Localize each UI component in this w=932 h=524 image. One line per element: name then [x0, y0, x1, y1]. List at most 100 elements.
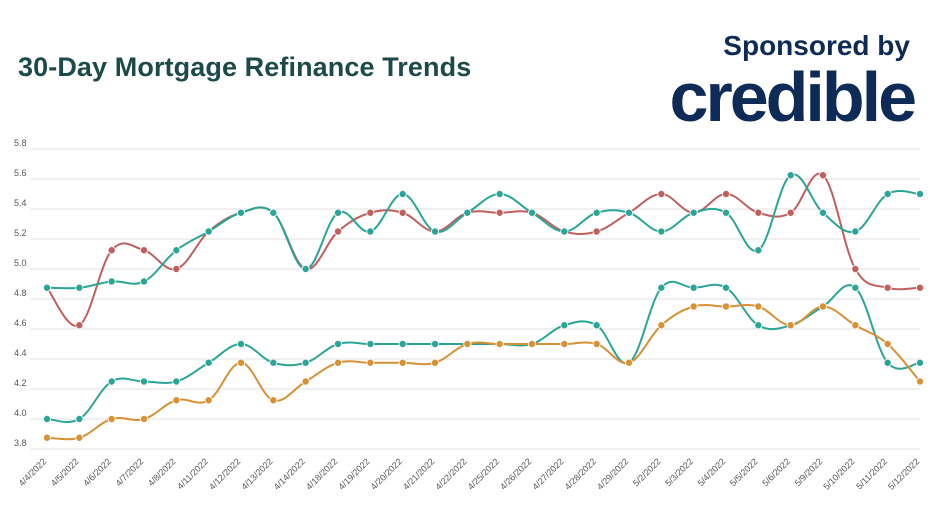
data-point	[75, 414, 84, 423]
data-point	[463, 208, 472, 217]
data-point	[819, 208, 828, 217]
data-point	[754, 302, 763, 311]
data-point	[592, 227, 601, 236]
data-point	[657, 283, 666, 292]
data-point	[139, 414, 148, 423]
data-point	[43, 283, 52, 292]
data-point	[430, 339, 439, 348]
data-point	[916, 377, 925, 386]
data-point	[883, 339, 892, 348]
data-point	[398, 339, 407, 348]
data-point	[916, 358, 925, 367]
data-point	[689, 283, 698, 292]
x-tick-label: 4/29/2022	[595, 456, 630, 491]
data-point	[463, 339, 472, 348]
x-tick-label: 5/10/2022	[821, 456, 856, 491]
brand-logo: credible	[669, 58, 917, 136]
y-tick-label: 5.8	[14, 138, 27, 148]
y-tick-label: 4.0	[14, 408, 27, 418]
x-tick-label: 4/28/2022	[563, 456, 598, 491]
data-point	[366, 358, 375, 367]
data-point	[107, 414, 116, 423]
data-point	[139, 246, 148, 255]
data-point	[560, 339, 569, 348]
y-tick-label: 5.0	[14, 258, 27, 268]
data-point	[172, 246, 181, 255]
data-point	[269, 358, 278, 367]
data-point	[75, 433, 84, 442]
data-point	[430, 227, 439, 236]
y-tick-label: 5.6	[14, 168, 27, 178]
data-point	[139, 377, 148, 386]
data-point	[333, 358, 342, 367]
data-point	[366, 339, 375, 348]
data-point	[851, 227, 860, 236]
x-tick-label: 4/12/2022	[207, 456, 242, 491]
x-tick-label: 5/3/2022	[663, 456, 695, 488]
y-axis-ticks: 3.8 4.0 4.2 4.4 4.6 4.8 5.0 5.2 5.4 5.6 5.8	[14, 138, 27, 448]
data-point	[269, 208, 278, 217]
data-point	[883, 189, 892, 198]
data-point	[430, 358, 439, 367]
x-tick-label: 4/22/2022	[433, 456, 468, 491]
data-point	[851, 321, 860, 330]
data-point	[722, 208, 731, 217]
data-point	[75, 283, 84, 292]
data-point	[107, 246, 116, 255]
data-point	[851, 283, 860, 292]
data-point	[754, 246, 763, 255]
data-point	[786, 171, 795, 180]
data-point	[851, 264, 860, 273]
sponsor-text: Sponsored by	[723, 30, 910, 61]
data-point	[754, 321, 763, 330]
x-tick-label: 4/6/2022	[81, 456, 113, 488]
data-point	[883, 283, 892, 292]
data-point	[107, 377, 116, 386]
x-tick-label: 4/4/2022	[17, 456, 49, 488]
y-tick-label: 4.2	[14, 378, 27, 388]
data-point	[689, 208, 698, 217]
data-point	[236, 208, 245, 217]
data-point	[528, 208, 537, 217]
data-point	[722, 302, 731, 311]
data-point	[204, 227, 213, 236]
data-point	[172, 264, 181, 273]
data-point	[916, 283, 925, 292]
data-point	[722, 189, 731, 198]
data-point	[139, 277, 148, 286]
data-point	[398, 208, 407, 217]
x-tick-label: 5/4/2022	[696, 456, 728, 488]
x-tick-label: 4/19/2022	[336, 456, 371, 491]
data-point	[43, 414, 52, 423]
data-point	[560, 227, 569, 236]
data-point	[236, 358, 245, 367]
x-tick-label: 4/21/2022	[401, 456, 436, 491]
data-point	[786, 321, 795, 330]
data-point	[657, 227, 666, 236]
data-point	[528, 339, 537, 348]
data-point	[204, 396, 213, 405]
x-tick-label: 4/11/2022	[175, 456, 210, 491]
data-point	[269, 396, 278, 405]
x-axis-ticks: 4/4/2022 4/5/2022 4/6/2022 4/7/2022 4/8/2022…	[17, 456, 922, 491]
data-point	[495, 189, 504, 198]
data-point	[883, 358, 892, 367]
data-point	[75, 321, 84, 330]
data-point	[689, 302, 698, 311]
x-tick-label: 4/5/2022	[49, 456, 81, 488]
data-point	[592, 339, 601, 348]
x-tick-label: 4/7/2022	[114, 456, 146, 488]
series-line	[46, 173, 921, 290]
data-point	[819, 171, 828, 180]
data-point	[398, 189, 407, 198]
series-line	[46, 172, 921, 327]
x-tick-label: 4/26/2022	[498, 456, 533, 491]
x-tick-label: 4/27/2022	[530, 456, 565, 491]
data-point	[592, 208, 601, 217]
data-point	[560, 321, 569, 330]
data-point	[819, 302, 828, 311]
y-tick-label: 5.2	[14, 228, 27, 238]
data-point	[398, 358, 407, 367]
y-tick-label: 4.8	[14, 288, 27, 298]
data-point	[366, 208, 375, 217]
